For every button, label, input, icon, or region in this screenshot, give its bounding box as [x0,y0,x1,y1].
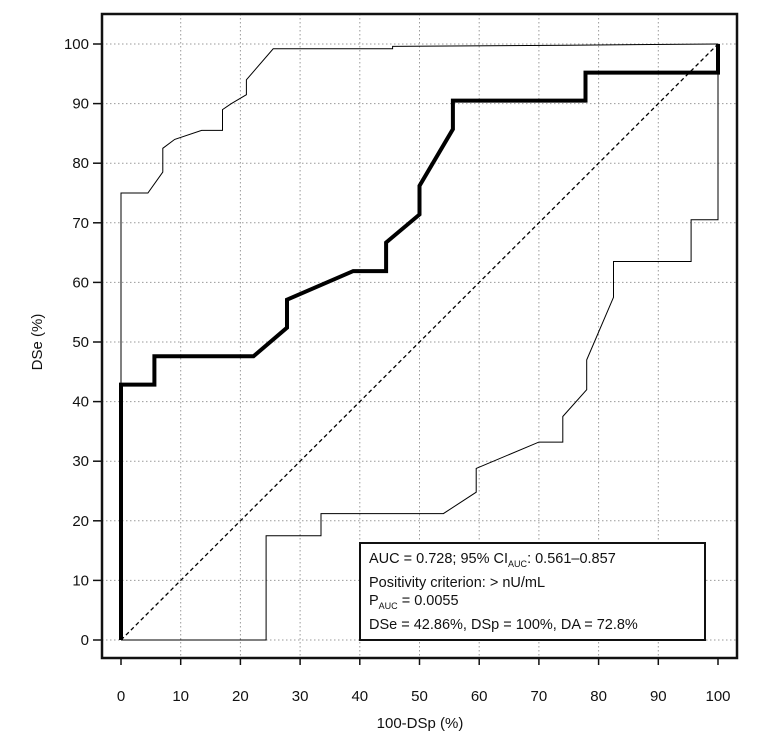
positivity-criterion-text: Positivity criterion: > nU/mL [369,574,546,591]
y-tick-label: 80 [72,155,89,172]
x-axis-title: 100-DSp (%) [377,715,464,732]
x-tick-label: 70 [531,688,548,705]
x-tick-label: 40 [351,688,368,705]
x-tick-label: 20 [232,688,249,705]
y-tick-label: 20 [72,513,89,530]
y-tick-label: 50 [72,334,89,351]
p-auc-text: PAUC = 0.0055 [369,593,459,611]
y-tick-label: 10 [72,572,89,589]
x-tick-label: 100 [705,688,730,705]
y-tick-label: 100 [64,36,89,53]
roc-curve-line [119,44,720,640]
confidence-bound-line [120,43,719,640]
y-tick-label: 70 [72,215,89,232]
dse-dsp-da-text: DSe = 42.86%, DSp = 100%, DA = 72.8% [369,616,638,633]
auc-text: AUC = 0.728; 95% CIAUC: 0.561–0.857 [369,551,616,569]
y-tick-label: 60 [72,274,89,291]
tick-layer: 0 10 20 30 40 50 60 70 80 90 100 0 10 20 30 40 50 60 70 80 9… [64,36,731,705]
reference-diagonal-line [120,43,719,641]
y-tick-label: 40 [72,394,89,411]
x-tick-label: 50 [411,688,428,705]
y-axis-title: DSe (%) [29,314,46,371]
x-tick-label: 30 [292,688,309,705]
y-tick-label: 90 [72,96,89,113]
y-tick-label: 30 [72,453,89,470]
x-tick-label: 90 [650,688,667,705]
x-tick-label: 10 [172,688,189,705]
x-tick-label: 80 [590,688,607,705]
x-tick-label: 0 [117,688,125,705]
y-tick-label: 0 [81,632,89,649]
x-tick-label: 60 [471,688,488,705]
confidence-bound-line [121,44,719,641]
stats-annotation-box: AUC = 0.728; 95% CIAUC: 0.561–0.857 Posi… [359,542,706,641]
series-layer [119,43,720,641]
